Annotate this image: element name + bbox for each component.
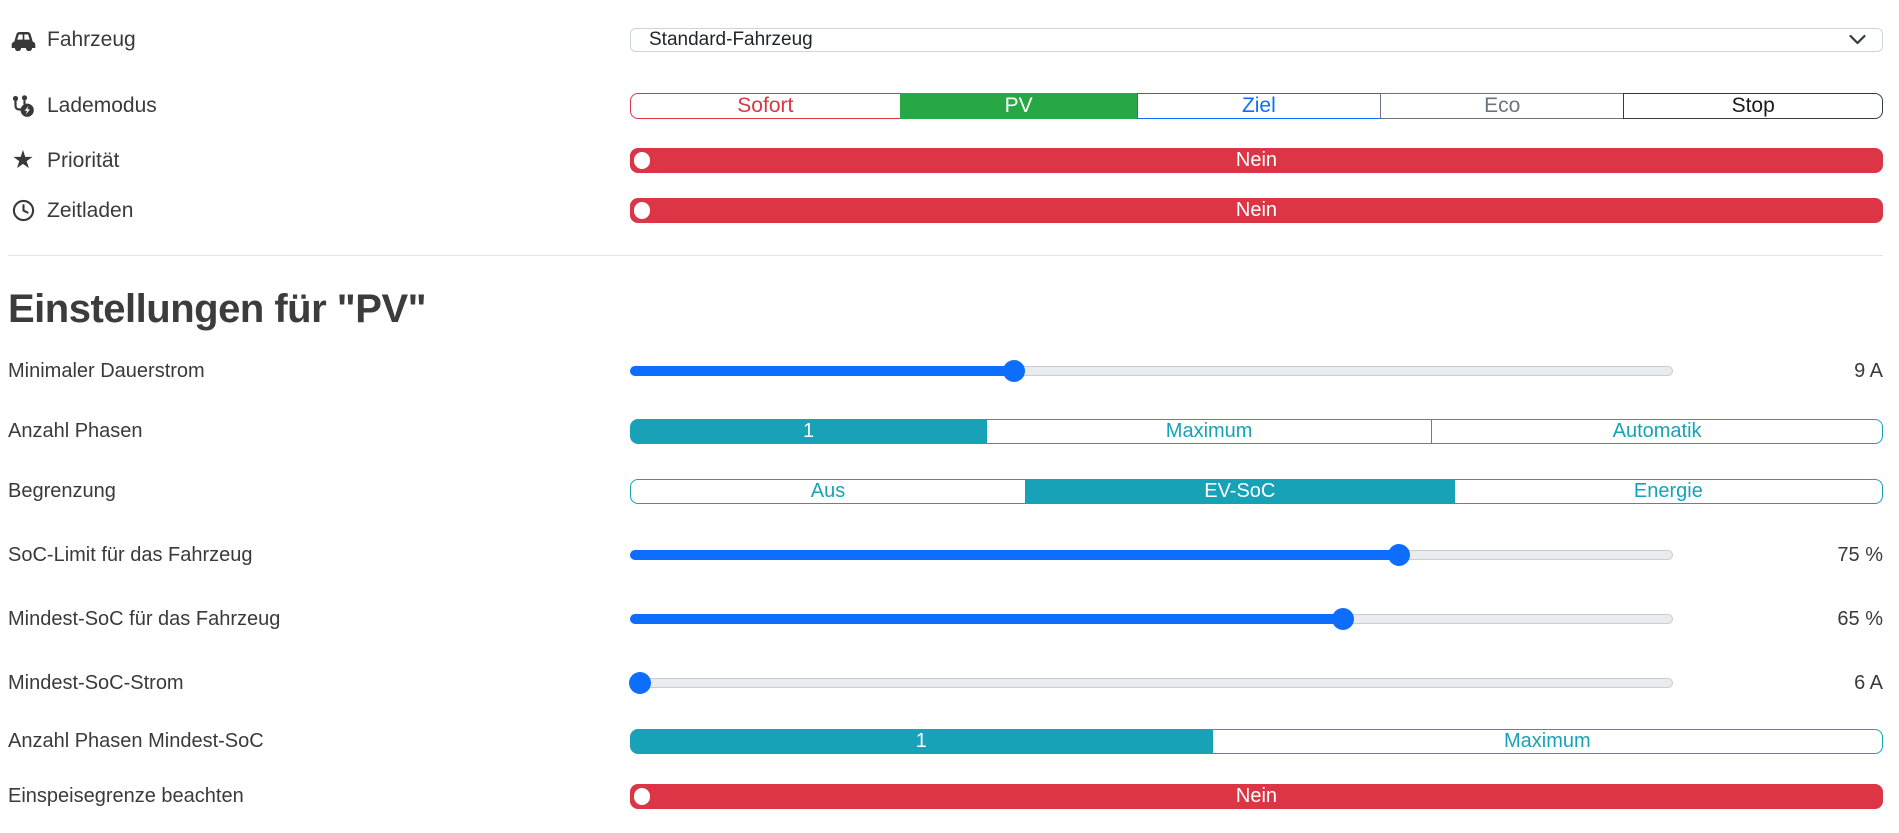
phases-option-automatik[interactable]: Automatik: [1431, 419, 1883, 444]
phases-min-soc-option-maximum[interactable]: Maximum: [1211, 729, 1883, 754]
scheduled-charge-label: Zeitladen: [8, 199, 630, 223]
vehicle-select[interactable]: Standard-Fahrzeug: [630, 28, 1883, 52]
phases-group: 1 Maximum Automatik: [630, 419, 1883, 444]
mode-button-pv[interactable]: PV: [899, 93, 1138, 119]
vehicle-row: Fahrzeug Standard-Fahrzeug: [8, 20, 1883, 60]
soc-limit-row: SoC-Limit für das Fahrzeug 75 %: [8, 533, 1883, 577]
mode-button-stop[interactable]: Stop: [1623, 93, 1883, 119]
vehicle-select-value: Standard-Fahrzeug: [649, 29, 813, 50]
charge-mode-label-text: Lademodus: [47, 94, 157, 117]
scheduled-charge-toggle[interactable]: Nein: [630, 198, 1883, 223]
mode-button-pv-label: PV: [1004, 94, 1033, 117]
phases-min-soc-group: 1 Maximum: [630, 729, 1883, 754]
slider-fill: [630, 614, 1344, 624]
charge-mode-row: Lademodus Sofort PV Ziel Eco Stop: [8, 79, 1883, 133]
min-soc-current-slider[interactable]: [629, 672, 1673, 695]
feed-in-limit-toggle-knob: [634, 788, 650, 805]
mode-button-sofort-label: Sofort: [737, 94, 794, 117]
priority-toggle-value: Nein: [1235, 149, 1278, 171]
slider-thumb[interactable]: [1387, 544, 1410, 566]
clock-icon: [8, 199, 38, 222]
min-soc-row: Mindest-SoC für das Fahrzeug 65 %: [8, 597, 1883, 641]
slider-thumb[interactable]: [1332, 608, 1355, 630]
mode-button-eco-label: Eco: [1484, 94, 1521, 117]
phases-min-soc-option-1-label: 1: [915, 730, 927, 752]
priority-toggle[interactable]: Nein: [630, 148, 1883, 173]
limit-option-energie[interactable]: Energie: [1453, 479, 1883, 504]
phases-option-maximum[interactable]: Maximum: [986, 419, 1433, 444]
feed-in-limit-row: Einspeisegrenze beachten Nein: [8, 775, 1883, 818]
slider-thumb[interactable]: [1002, 360, 1025, 382]
mode-button-ziel[interactable]: Ziel: [1136, 93, 1382, 119]
charge-mode-group: Sofort PV Ziel Eco Stop: [630, 93, 1883, 119]
min-soc-slider[interactable]: [630, 608, 1673, 631]
limit-label: Begrenzung: [8, 480, 116, 502]
soc-limit-value: 75 %: [1837, 543, 1883, 566]
priority-label-text: Priorität: [47, 148, 120, 172]
star-icon: ★: [11, 146, 35, 174]
phases-option-maximum-label: Maximum: [1165, 420, 1253, 442]
min-soc-current-label: Mindest-SoC-Strom: [8, 671, 184, 694]
priority-row: ★ Priorität Nein: [8, 139, 1883, 182]
slider-fill: [630, 550, 1399, 560]
vehicle-label: Fahrzeug: [8, 28, 630, 52]
limit-option-energie-label: Energie: [1633, 480, 1703, 502]
phases-min-soc-option-1[interactable]: 1: [630, 729, 1213, 754]
limit-option-evsoc-label: EV-SoC: [1204, 480, 1276, 502]
limit-row: Begrenzung Aus EV-SoC Energie: [8, 465, 1883, 518]
mode-button-eco[interactable]: Eco: [1380, 93, 1625, 119]
priority-label: ★ Priorität: [8, 148, 630, 173]
phases-min-soc-label: Anzahl Phasen Mindest-SoC: [8, 730, 264, 752]
mode-button-stop-label: Stop: [1731, 94, 1775, 117]
limit-option-aus[interactable]: Aus: [630, 479, 1026, 504]
chevron-down-icon: [1849, 34, 1866, 46]
mode-button-ziel-label: Ziel: [1241, 94, 1276, 117]
limit-group: Aus EV-SoC Energie: [630, 479, 1883, 504]
phases-option-automatik-label: Automatik: [1612, 420, 1702, 442]
min-soc-value: 65 %: [1837, 607, 1883, 630]
min-current-slider[interactable]: [630, 360, 1673, 383]
scheduled-charge-row: Zeitladen Nein: [8, 189, 1883, 232]
priority-toggle-knob: [634, 152, 650, 169]
min-current-row: Minimaler Dauerstrom 9 A: [8, 349, 1883, 393]
soc-limit-label: SoC-Limit für das Fahrzeug: [8, 543, 253, 566]
soc-limit-slider[interactable]: [630, 544, 1673, 567]
scheduled-charge-toggle-knob: [634, 202, 650, 219]
scheduled-charge-label-text: Zeitladen: [47, 198, 134, 222]
slider-fill: [630, 366, 1014, 376]
min-current-label: Minimaler Dauerstrom: [8, 359, 205, 382]
phases-label: Anzahl Phasen: [8, 420, 143, 442]
car-icon: [8, 29, 38, 51]
min-soc-current-value: 6 A: [1854, 671, 1883, 694]
min-current-value: 9 A: [1854, 359, 1883, 382]
min-soc-label: Mindest-SoC für das Fahrzeug: [8, 607, 281, 630]
feed-in-limit-toggle-value: Nein: [1235, 785, 1278, 807]
min-soc-current-row: Mindest-SoC-Strom 6 A: [8, 661, 1883, 705]
limit-option-evsoc[interactable]: EV-SoC: [1024, 479, 1455, 504]
charge-mode-label: Lademodus: [8, 94, 630, 118]
phases-min-soc-option-maximum-label: Maximum: [1503, 730, 1591, 752]
section-heading: Einstellungen für "PV": [8, 287, 427, 331]
phases-row: Anzahl Phasen 1 Maximum Automatik: [8, 405, 1883, 458]
phases-option-1-label: 1: [802, 420, 815, 442]
feed-in-limit-toggle[interactable]: Nein: [630, 784, 1883, 809]
mode-button-sofort[interactable]: Sofort: [630, 93, 901, 119]
slider-thumb[interactable]: [629, 672, 652, 694]
scheduled-charge-toggle-value: Nein: [1235, 199, 1278, 221]
section-divider: [8, 255, 1883, 256]
phases-option-1[interactable]: 1: [630, 419, 988, 444]
charge-mode-icon: [8, 94, 38, 118]
limit-option-aus-label: Aus: [810, 480, 846, 502]
vehicle-label-text: Fahrzeug: [47, 28, 136, 51]
phases-min-soc-row: Anzahl Phasen Mindest-SoC 1 Maximum: [8, 715, 1883, 768]
slider-track[interactable]: [630, 678, 1673, 688]
feed-in-limit-label: Einspeisegrenze beachten: [8, 785, 244, 807]
